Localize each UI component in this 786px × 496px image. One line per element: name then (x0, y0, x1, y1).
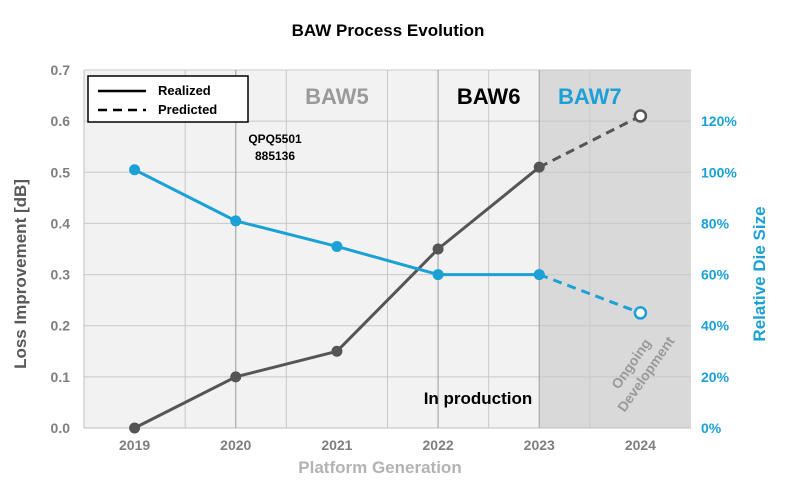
y-tick-left: 0.1 (51, 369, 71, 385)
y-tick-left: 0.5 (51, 164, 71, 180)
legend-predicted: Predicted (158, 102, 217, 117)
axes: 0.0 0.1 0.2 0.3 0.4 0.5 0.6 0.7 0% 20% 40% 60% 80% 10… (51, 62, 738, 453)
series-points (129, 109, 648, 434)
legend: Realized Predicted (87, 75, 249, 123)
y-axis-left-label: Loss Improvement [dB] (11, 179, 30, 369)
y-tick-left: 0.0 (51, 420, 71, 436)
y-tick-right: 40% (701, 318, 730, 334)
series-0-point (533, 161, 545, 173)
x-tick: 2021 (321, 437, 352, 453)
x-tick: 2019 (119, 437, 150, 453)
y-tick-right: 120% (701, 113, 737, 129)
legend-box (87, 75, 249, 123)
chart-title: BAW Process Evolution (292, 21, 485, 40)
grid (84, 69, 691, 429)
series-0-predicted-line (538, 114, 642, 169)
x-tick: 2024 (625, 437, 656, 453)
series-0-predicted-point (633, 109, 648, 123)
y-tick-right: 60% (701, 267, 730, 283)
series-0-point (230, 371, 242, 383)
y-tick-right: 0% (701, 420, 722, 436)
y-tick-left: 0.2 (51, 318, 71, 334)
y-axis-right-label: Relative Die Size (750, 206, 769, 341)
x-tick: 2023 (524, 437, 555, 453)
x-tick: 2020 (220, 437, 251, 453)
y-tick-left: 0.3 (51, 267, 71, 283)
band-label-baw6: BAW6 (457, 84, 521, 109)
legend-realized: Realized (158, 83, 211, 98)
series-1-point (230, 215, 242, 227)
series-1-predicted-line (538, 273, 641, 315)
series-0-point (432, 243, 444, 255)
series-1-predicted-point (633, 306, 648, 320)
series-1-point (533, 269, 545, 281)
y-tick-left: 0.7 (51, 62, 71, 78)
series-1-point (331, 240, 343, 252)
band-label-baw7: BAW7 (558, 84, 622, 109)
in-production-label: In production (424, 389, 533, 408)
series-0-point (331, 345, 343, 357)
series-0-point (129, 422, 141, 434)
y-tick-right: 100% (701, 164, 737, 180)
y-tick-left: 0.4 (51, 215, 71, 231)
band-label-baw5: BAW5 (305, 84, 369, 109)
product-label-line1: QPQ5501 (248, 132, 302, 146)
y-tick-right: 80% (701, 215, 730, 231)
x-tick: 2022 (423, 437, 454, 453)
development-shade (539, 70, 691, 428)
generation-bands: BAW5 BAW6 BAW7 (235, 70, 622, 428)
y-tick-right: 20% (701, 369, 730, 385)
series-1-point (129, 164, 141, 176)
product-label-line2: 885136 (255, 149, 295, 163)
series-1-point (432, 269, 444, 281)
y-tick-left: 0.6 (51, 113, 71, 129)
x-axis-label: Platform Generation (298, 458, 461, 477)
